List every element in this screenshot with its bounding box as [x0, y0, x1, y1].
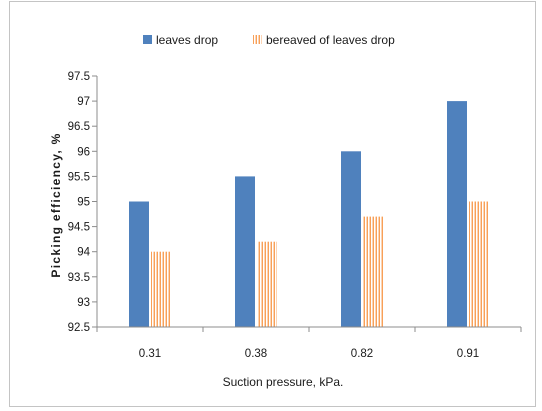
legend-label-leaves-drop: leaves drop: [156, 33, 218, 47]
bar-series2-0-82: [363, 216, 383, 327]
legend-swatch-bereaved-of-leaves-drop: [253, 35, 262, 44]
y-tick-label: 94.5: [68, 222, 90, 234]
y-tick-label: 93.5: [68, 272, 90, 284]
y-tick-label: 96: [77, 146, 90, 158]
legend: leaves drop bereaved of leaves drop: [143, 33, 395, 47]
x-tick-label: 0.38: [245, 348, 267, 360]
y-tick-label: 95.5: [68, 171, 90, 183]
bar-series1-0-91: [447, 101, 467, 327]
y-tick-label: 93: [77, 297, 90, 309]
bar-series2-0-91: [469, 201, 489, 327]
legend-label-bereaved-of-leaves-drop: bereaved of leaves drop: [266, 33, 395, 47]
y-tick-label: 94: [77, 247, 90, 259]
bar-series1-0-31: [129, 201, 149, 327]
y-tick-label: 96.5: [68, 121, 90, 133]
bar-series1-0-38: [235, 176, 255, 327]
y-tick-label: 97.5: [68, 71, 90, 83]
x-tick-label: 0.31: [139, 348, 161, 360]
plot-area: 92.5 93 93.5 94 94.5 95 95.5 96 96.5 97 97.5 0.31 0.…: [68, 71, 522, 360]
y-tick-label: 92.5: [68, 322, 90, 334]
x-tick-label: 0.91: [457, 348, 479, 360]
bar-series2-0-31: [151, 251, 171, 327]
x-axis-title: Suction pressure, kPa.: [223, 375, 344, 389]
legend-swatch-leaves-drop: [143, 35, 152, 44]
x-tick-label: 0.82: [351, 348, 373, 360]
bar-series2-0-38: [257, 241, 277, 327]
y-axis-title: Picking efficiency, %: [49, 132, 63, 277]
y-tick-label: 95: [77, 197, 90, 209]
bar-series1-0-82: [341, 151, 361, 327]
y-tick-label: 97: [77, 96, 90, 108]
